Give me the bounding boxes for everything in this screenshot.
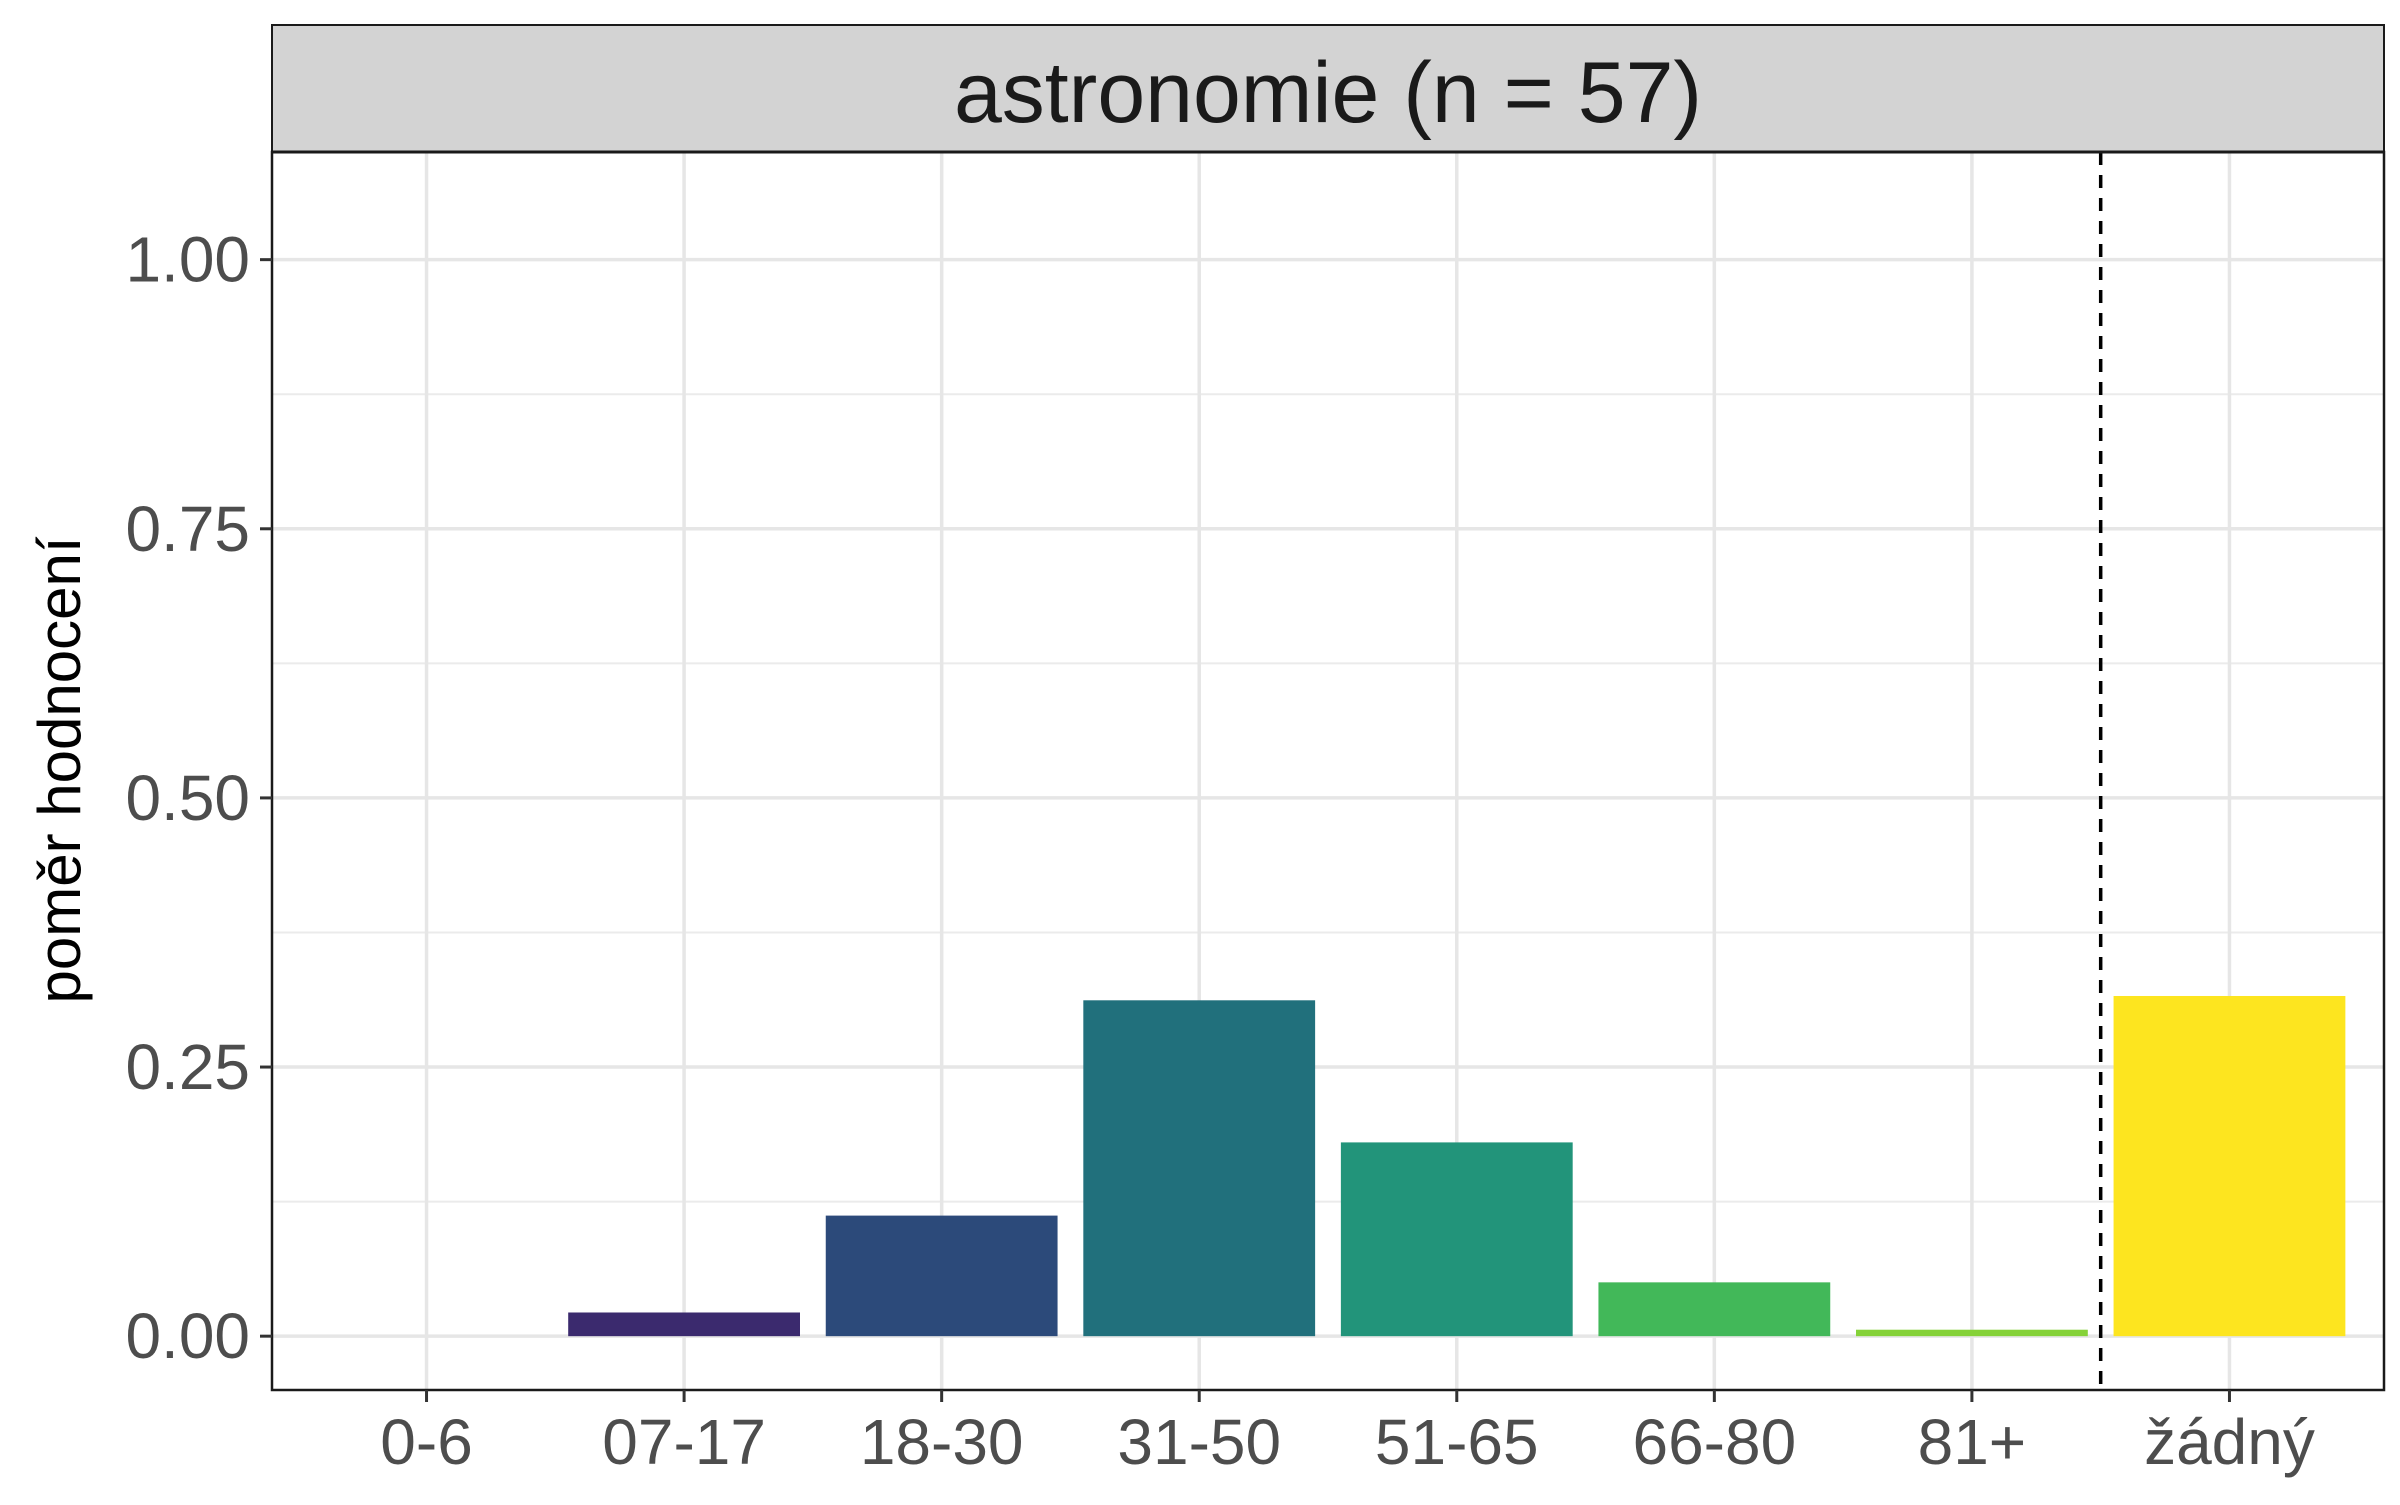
major-gridlines xyxy=(272,152,2384,1390)
y-tick-label: 0.00 xyxy=(125,1300,250,1372)
bar-07-17 xyxy=(568,1312,800,1337)
y-tick-label: 0.50 xyxy=(125,762,250,834)
bar-31-50 xyxy=(1083,1000,1316,1337)
x-tick-label: 51-65 xyxy=(1375,1406,1539,1478)
minor-gridlines xyxy=(272,393,2384,1203)
y-tick-label: 0.75 xyxy=(125,493,250,565)
x-tick-label: 18-30 xyxy=(860,1406,1024,1478)
bar-51-65 xyxy=(1340,1142,1573,1337)
x-tick-label: 66-80 xyxy=(1632,1406,1796,1478)
y-tick-label: 1.00 xyxy=(125,224,250,296)
x-axis: 0-6 07-17 18-30 31-50 51-65 66-80 81+ žádný xyxy=(380,1390,2315,1478)
x-tick-label: žádný xyxy=(2144,1406,2315,1478)
bar-81+ xyxy=(1856,1329,2088,1337)
x-tick-label: 81+ xyxy=(1918,1406,2027,1478)
strip-background xyxy=(271,24,2385,153)
y-axis: 0.00 0.25 0.50 0.75 1.00 xyxy=(125,224,272,1372)
bar-žádný xyxy=(2113,995,2346,1337)
y-tick-label: 0.25 xyxy=(125,1031,250,1103)
bars xyxy=(568,995,2346,1337)
chart-title: astronomie (n = 57) xyxy=(954,45,1702,141)
x-tick-label: 0-6 xyxy=(380,1406,473,1478)
y-axis-title: poměr hodnocení xyxy=(26,536,93,1003)
x-tick-label: 07-17 xyxy=(602,1406,766,1478)
bar-66-80 xyxy=(1598,1282,1831,1337)
x-tick-label: 31-50 xyxy=(1117,1406,1281,1478)
bar-18-30 xyxy=(825,1215,1058,1337)
plot-panel xyxy=(272,152,2384,1390)
